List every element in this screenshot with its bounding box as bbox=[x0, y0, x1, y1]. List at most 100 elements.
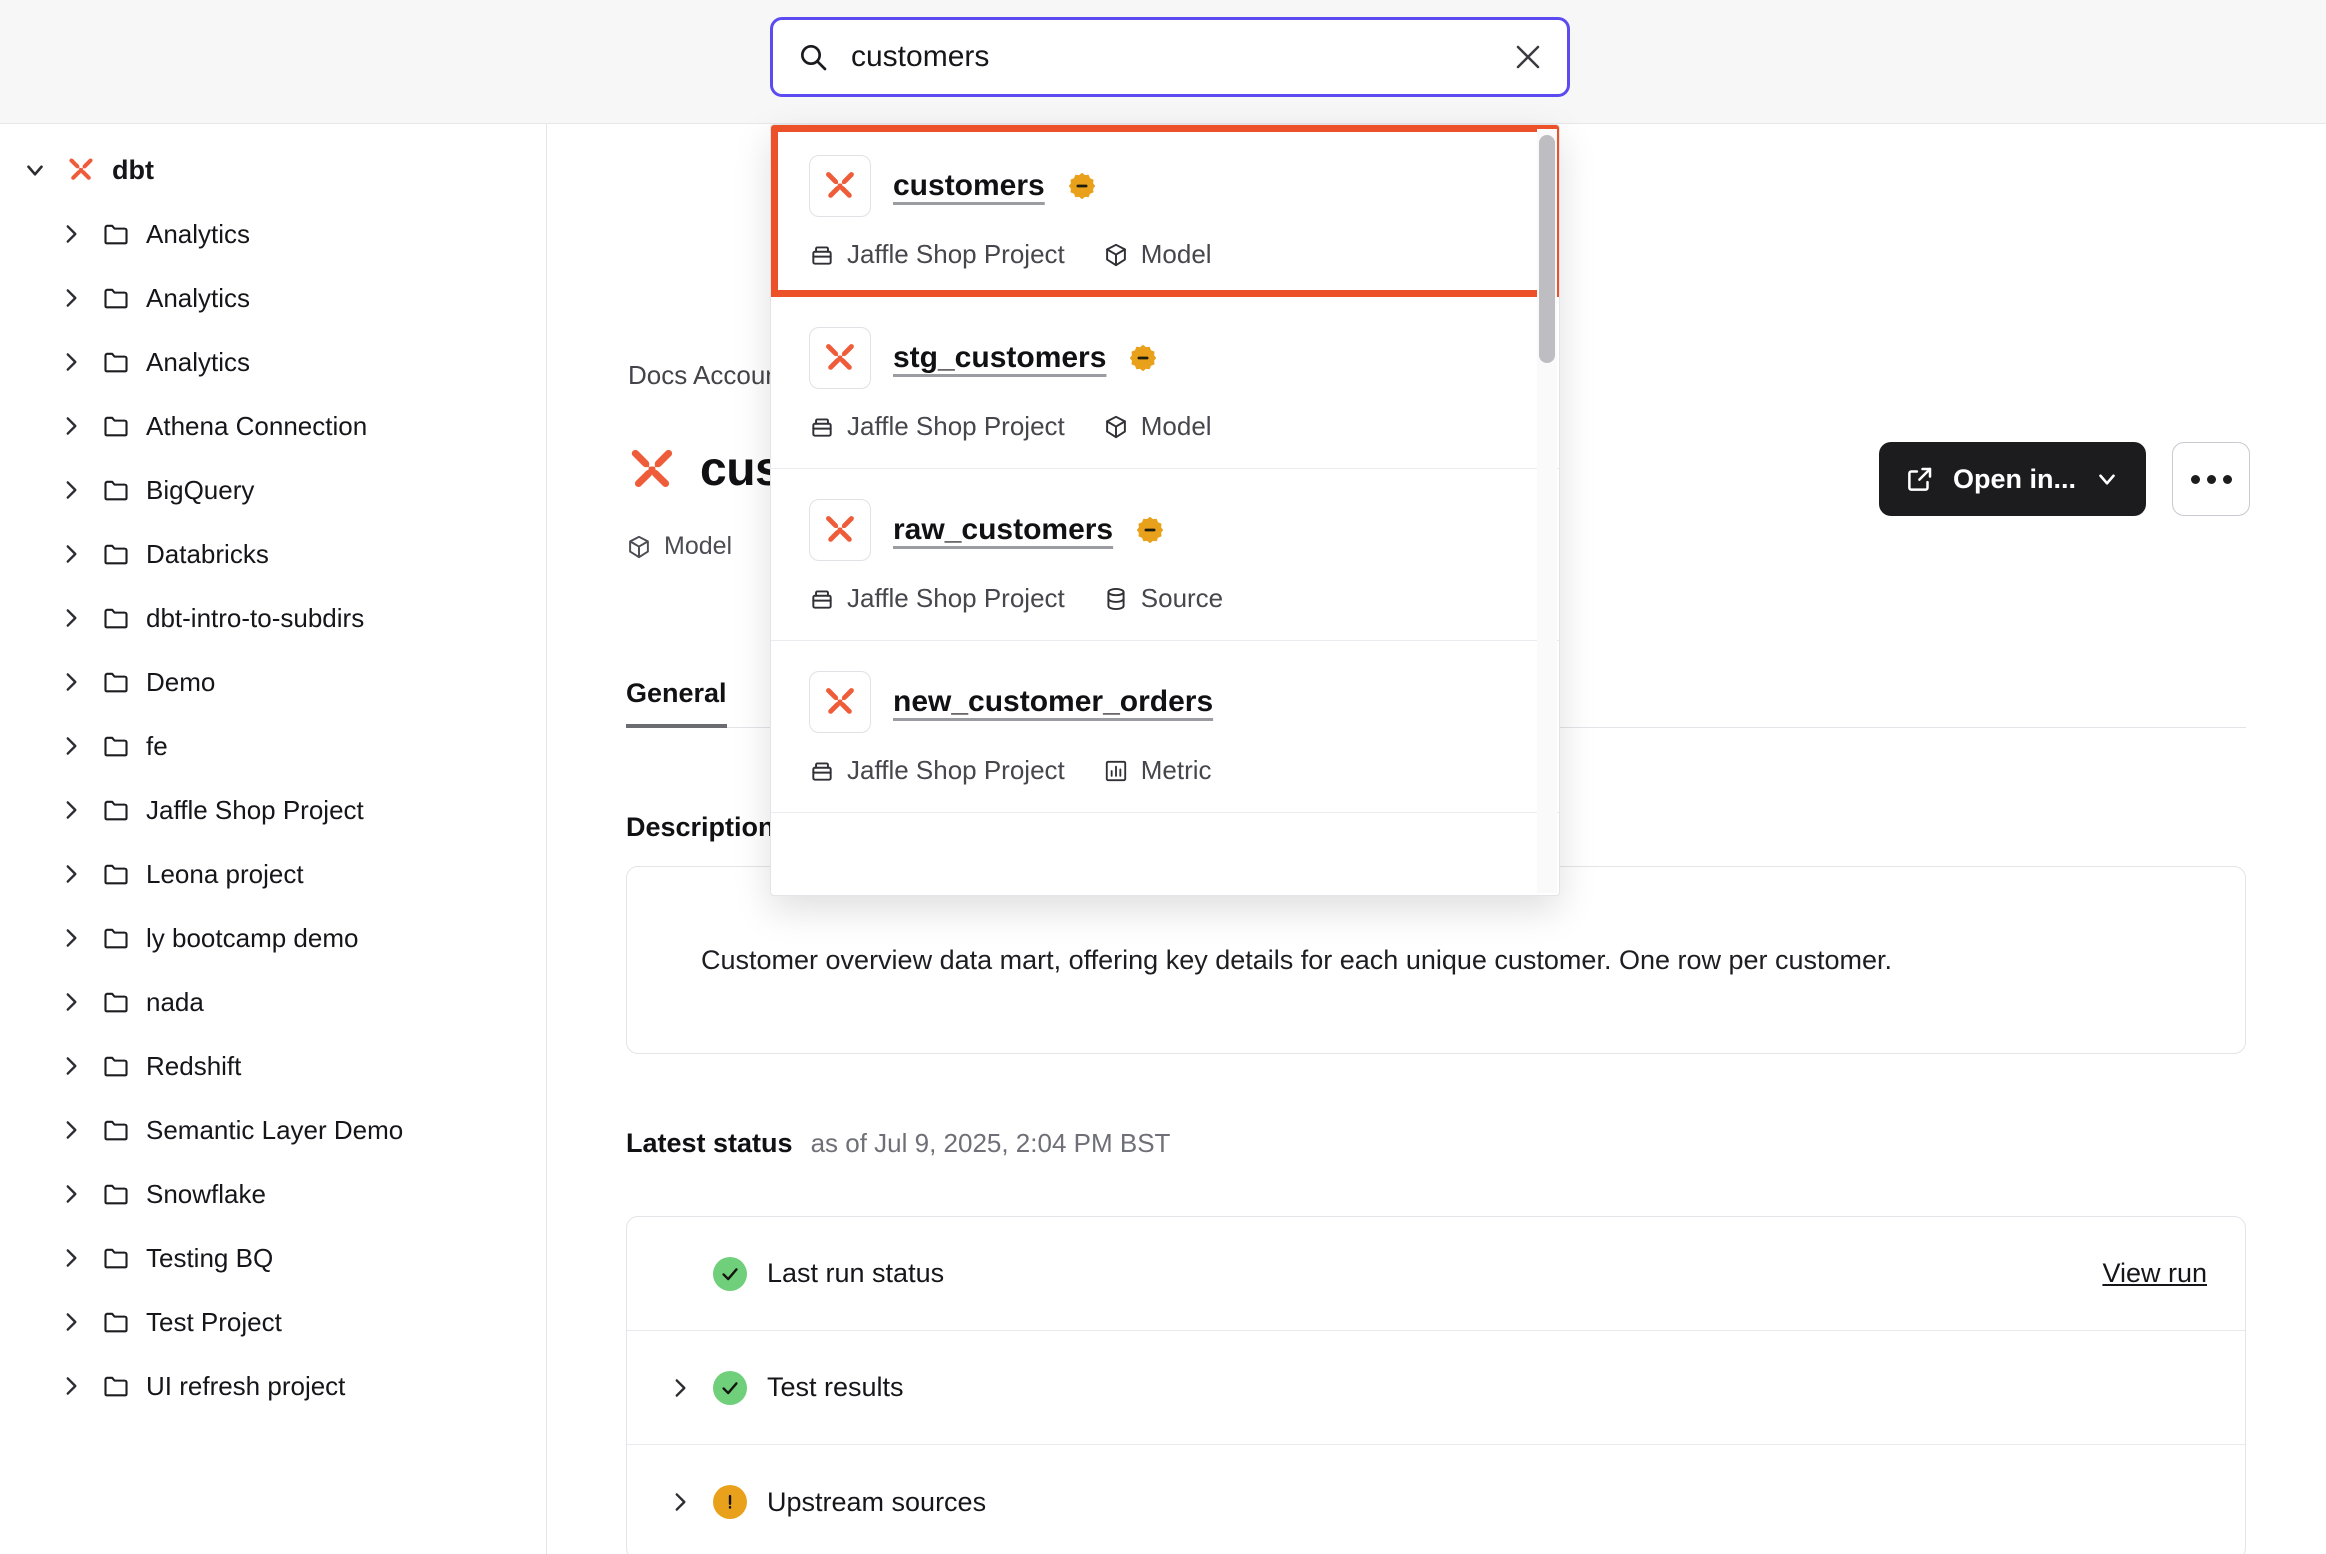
sidebar-item-ly-bootcamp-demo[interactable]: ly bootcamp demo bbox=[0, 906, 546, 970]
chevron-right-icon[interactable] bbox=[58, 669, 84, 695]
view-run-link[interactable]: View run bbox=[2102, 1258, 2207, 1288]
chevron-right-icon[interactable] bbox=[58, 861, 84, 887]
header-actions: Open in... bbox=[1878, 442, 2250, 516]
open-in-button[interactable]: Open in... bbox=[1878, 442, 2146, 516]
sidebar-item-jaffle-shop-project[interactable]: Jaffle Shop Project bbox=[0, 778, 546, 842]
chevron-right-icon[interactable] bbox=[58, 797, 84, 823]
chevron-right-icon[interactable] bbox=[58, 221, 84, 247]
search-results-dropdown[interactable]: customers Jaffle Shop Project Model stg_c… bbox=[770, 124, 1560, 896]
chevron-right-icon[interactable] bbox=[667, 1489, 693, 1515]
ellipsis-icon bbox=[2206, 474, 2216, 484]
project-icon bbox=[809, 758, 835, 784]
dbt-logo-icon bbox=[809, 155, 871, 217]
breadcrumb-account[interactable]: Docs Account bbox=[628, 360, 787, 390]
search-result-type: Metric bbox=[1140, 755, 1212, 785]
cube-icon bbox=[1103, 242, 1129, 268]
sidebar-item-bigquery[interactable]: BigQuery bbox=[0, 458, 546, 522]
more-options-button[interactable] bbox=[2172, 442, 2250, 516]
sidebar-item-test-project[interactable]: Test Project bbox=[0, 1290, 546, 1354]
folder-icon bbox=[102, 732, 130, 760]
project-icon bbox=[809, 242, 835, 268]
private-badge-icon bbox=[1128, 343, 1158, 373]
folder-icon bbox=[102, 1308, 130, 1336]
tab-general[interactable]: General bbox=[626, 678, 727, 728]
folder-icon bbox=[102, 1116, 130, 1144]
search-result-name[interactable]: new_customer_orders bbox=[893, 685, 1214, 718]
folder-icon bbox=[102, 668, 130, 696]
sidebar-item-label: Testing BQ bbox=[146, 1242, 274, 1273]
warning-circle-icon bbox=[713, 1485, 747, 1519]
chevron-right-icon[interactable] bbox=[58, 413, 84, 439]
sidebar-item-leona-project[interactable]: Leona project bbox=[0, 842, 546, 906]
search-result-raw_customers[interactable]: raw_customers Jaffle Shop Project Source bbox=[771, 469, 1559, 641]
search-result-project: Jaffle Shop Project bbox=[847, 239, 1065, 269]
search-result-new_customer_orders[interactable]: new_customer_orders Jaffle Shop Project Me… bbox=[771, 641, 1559, 813]
search-result-customers[interactable]: customers Jaffle Shop Project Model bbox=[771, 125, 1559, 297]
chevron-right-icon[interactable] bbox=[58, 925, 84, 951]
folder-icon bbox=[102, 476, 130, 504]
sidebar-item-semantic-layer-demo[interactable]: Semantic Layer Demo bbox=[0, 1098, 546, 1162]
chevron-right-icon[interactable] bbox=[58, 1245, 84, 1271]
status-row-test-results[interactable]: Test results bbox=[627, 1331, 2245, 1445]
folder-icon bbox=[102, 860, 130, 888]
chevron-right-icon[interactable] bbox=[58, 605, 84, 631]
folder-icon bbox=[102, 604, 130, 632]
chevron-right-icon[interactable] bbox=[58, 733, 84, 759]
search-result-stg_customers[interactable]: stg_customers Jaffle Shop Project Model bbox=[771, 297, 1559, 469]
chevron-right-icon[interactable] bbox=[58, 285, 84, 311]
open-in-label: Open in... bbox=[1952, 463, 2076, 494]
tab-label: General bbox=[626, 678, 727, 708]
chevron-right-icon[interactable] bbox=[58, 1181, 84, 1207]
sidebar-item-label: BigQuery bbox=[146, 474, 255, 505]
chevron-right-icon[interactable] bbox=[667, 1375, 693, 1401]
chevron-right-icon[interactable] bbox=[58, 1053, 84, 1079]
global-search[interactable] bbox=[770, 17, 1570, 97]
folder-icon bbox=[102, 412, 130, 440]
chevron-right-icon[interactable] bbox=[58, 1309, 84, 1335]
sidebar-item-fe[interactable]: fe bbox=[0, 714, 546, 778]
chevron-right-icon[interactable] bbox=[58, 989, 84, 1015]
sidebar-item-label: Databricks bbox=[146, 538, 269, 569]
sidebar-item-analytics[interactable]: Analytics bbox=[0, 330, 546, 394]
status-row-upstream-sources[interactable]: Upstream sources bbox=[627, 1445, 2245, 1554]
folder-icon bbox=[102, 1244, 130, 1272]
chevron-right-icon[interactable] bbox=[58, 1373, 84, 1399]
sidebar-item-athena-connection[interactable]: Athena Connection bbox=[0, 394, 546, 458]
project-tree-sidebar[interactable]: dbt Analytics Analytics Analytics Athena Co… bbox=[0, 124, 547, 1554]
sidebar-item-label: Test Project bbox=[146, 1306, 282, 1337]
sidebar-item-databricks[interactable]: Databricks bbox=[0, 522, 546, 586]
chevron-right-icon[interactable] bbox=[58, 541, 84, 567]
resource-type-row: Model bbox=[626, 532, 732, 561]
search-result-project: Jaffle Shop Project bbox=[847, 583, 1065, 613]
sidebar-item-testing-bq[interactable]: Testing BQ bbox=[0, 1226, 546, 1290]
sidebar-item-snowflake[interactable]: Snowflake bbox=[0, 1162, 546, 1226]
sidebar-item-dbt-root[interactable]: dbt bbox=[0, 138, 546, 202]
latest-status-card: Last run status View run Test results Upstr… bbox=[626, 1216, 2246, 1554]
top-bar bbox=[0, 0, 2326, 124]
chevron-down-icon[interactable] bbox=[22, 157, 48, 183]
status-row-label: Last run status bbox=[767, 1258, 945, 1288]
search-result-header: new_customer_orders bbox=[809, 671, 1521, 733]
chevron-right-icon[interactable] bbox=[58, 349, 84, 375]
close-icon[interactable] bbox=[1513, 42, 1543, 72]
sidebar-item-analytics[interactable]: Analytics bbox=[0, 266, 546, 330]
sidebar-item-analytics[interactable]: Analytics bbox=[0, 202, 546, 266]
sidebar-item-nada[interactable]: nada bbox=[0, 970, 546, 1034]
chevron-right-icon[interactable] bbox=[58, 1117, 84, 1143]
search-result-name[interactable]: customers bbox=[893, 169, 1045, 202]
folder-icon bbox=[102, 796, 130, 824]
chevron-right-icon[interactable] bbox=[58, 477, 84, 503]
sidebar-item-ui-refresh-project[interactable]: UI refresh project bbox=[0, 1354, 546, 1418]
sidebar-item-demo[interactable]: Demo bbox=[0, 650, 546, 714]
search-input[interactable] bbox=[851, 40, 1513, 74]
search-result-name[interactable]: stg_customers bbox=[893, 341, 1107, 374]
sidebar-item-dbt-intro-to-subdirs[interactable]: dbt-intro-to-subdirs bbox=[0, 586, 546, 650]
status-row-label: Test results bbox=[767, 1372, 904, 1402]
sidebar-item-label: UI refresh project bbox=[146, 1370, 346, 1401]
folder-icon bbox=[102, 988, 130, 1016]
dropdown-scrollbar-thumb[interactable] bbox=[1539, 135, 1555, 363]
search-result-name[interactable]: raw_customers bbox=[893, 513, 1114, 546]
sidebar-item-redshift[interactable]: Redshift bbox=[0, 1034, 546, 1098]
sidebar-item-label: nada bbox=[146, 986, 204, 1017]
project-icon bbox=[809, 414, 835, 440]
